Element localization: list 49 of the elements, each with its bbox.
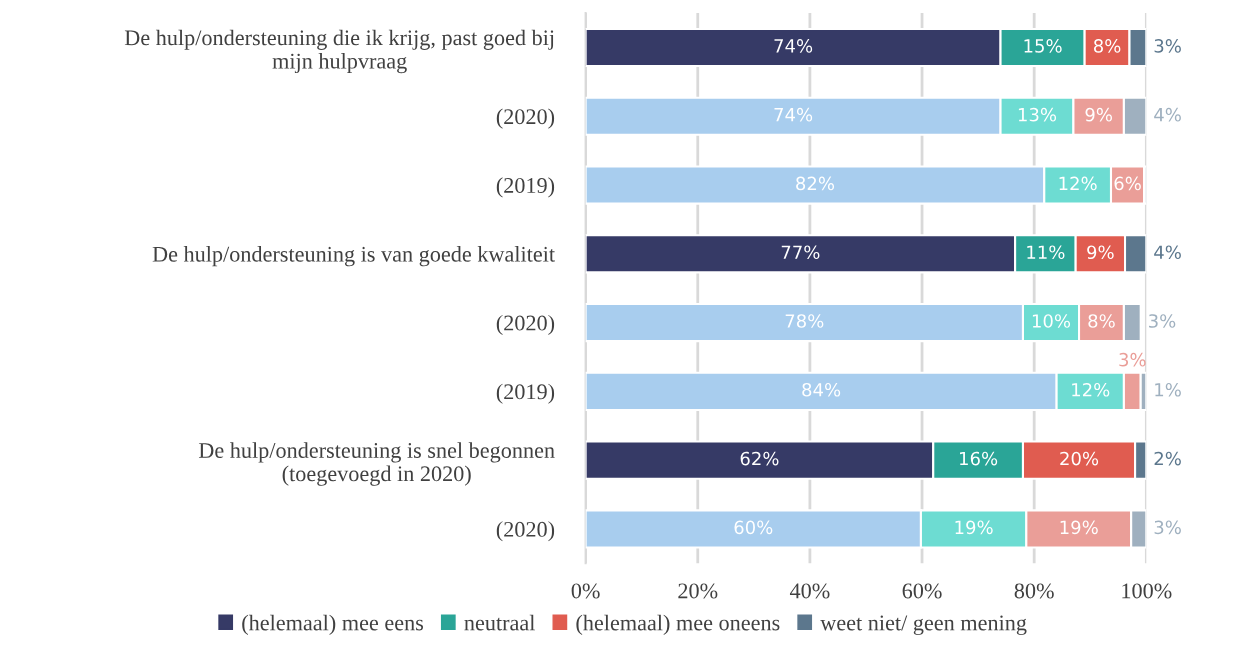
data-label: 74% — [774, 39, 813, 53]
y-tick-label: De hulp/ondersteuning die ik krijg, past goed bij mijn hulpvraag — [124, 29, 554, 74]
data-label: 3% — [1119, 352, 1146, 367]
data-label: 15% — [1024, 39, 1062, 53]
y-tick-label: De hulp/ondersteuning is van goede kwaliteit — [152, 246, 555, 267]
data-label: 9% — [1087, 245, 1114, 260]
y-tick-label: (2020) — [496, 521, 555, 542]
data-label: 11% — [1027, 245, 1065, 260]
x-tick-label: 20% — [678, 583, 718, 599]
data-label: 74% — [774, 107, 813, 122]
y-tick-label: De hulp/ondersteuning is snel begonnen (toegevoegd in 2020) — [198, 442, 555, 486]
data-label: 16% — [960, 451, 998, 466]
data-label: 62% — [740, 451, 779, 466]
legend-label: (helemaal) mee eens — [242, 614, 424, 635]
data-label: 82% — [796, 176, 835, 191]
x-tick-label: 40% — [789, 583, 830, 599]
data-label: 8% — [1088, 314, 1115, 328]
data-label: 4% — [1154, 107, 1181, 122]
y-tick-label: (2019) — [496, 383, 555, 404]
data-label: 3% — [1154, 39, 1181, 53]
data-label: 13% — [1018, 107, 1057, 122]
data-label: 2% — [1154, 451, 1181, 466]
y-tick-label: (2020) — [496, 108, 555, 129]
data-label: 12% — [1072, 382, 1110, 397]
data-label: 12% — [1059, 176, 1097, 191]
data-label: 4% — [1154, 245, 1181, 260]
legend-label: (helemaal) mee oneens — [576, 614, 780, 635]
data-label: 19% — [955, 520, 993, 535]
data-label: 8% — [1093, 39, 1121, 53]
data-label: 1% — [1155, 382, 1181, 397]
data-label: 9% — [1085, 107, 1112, 122]
y-tick-label: (2020) — [496, 314, 555, 336]
data-label: 84% — [802, 382, 841, 397]
data-label: 60% — [734, 520, 773, 535]
data-label: 78% — [785, 314, 824, 328]
data-label: 10% — [1032, 314, 1071, 328]
y-tick-label: (2019) — [496, 177, 555, 198]
legend-label: neutraal — [464, 614, 535, 631]
data-label: 20% — [1060, 451, 1099, 466]
data-label: 19% — [1060, 520, 1098, 535]
x-tick-label: 60% — [902, 583, 942, 599]
data-label: 6% — [1114, 176, 1141, 191]
x-tick-label: 100% — [1122, 583, 1172, 599]
x-tick-label: 0% — [571, 583, 600, 599]
x-tick-label: 80% — [1014, 583, 1054, 599]
legend-label: weet niet/ geen mening — [820, 615, 1027, 635]
data-label: 3% — [1149, 314, 1176, 328]
data-label: 77% — [781, 245, 820, 260]
data-label: 3% — [1154, 520, 1181, 535]
